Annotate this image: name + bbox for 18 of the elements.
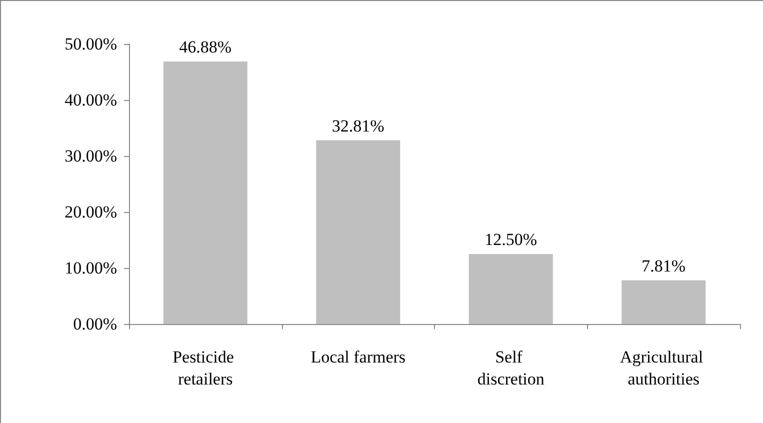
- x-tick-label: Pesticide retailers: [172, 348, 238, 388]
- y-tick-label: 40.00%: [64, 90, 117, 110]
- y-tick-label: 50.00%: [64, 34, 117, 54]
- data-label: 7.81%: [642, 256, 686, 276]
- y-tick-label: 30.00%: [64, 146, 117, 166]
- data-label: 12.50%: [484, 230, 538, 249]
- y-tick-label: 10.00%: [64, 258, 117, 278]
- y-tick-label: 20.00%: [64, 202, 117, 222]
- x-tick-label: Local farmers: [310, 348, 406, 366]
- y-tick-label: 0.00%: [73, 314, 117, 334]
- x-tick-label: Agricultural authorities: [620, 348, 708, 388]
- bar: [622, 280, 706, 324]
- bar: [163, 61, 248, 324]
- data-label: 32.81%: [332, 116, 384, 136]
- bar: [316, 140, 400, 324]
- data-label: 46.88%: [179, 37, 232, 56]
- x-tick-label: Self discretion: [477, 348, 545, 388]
- bar: [468, 254, 553, 324]
